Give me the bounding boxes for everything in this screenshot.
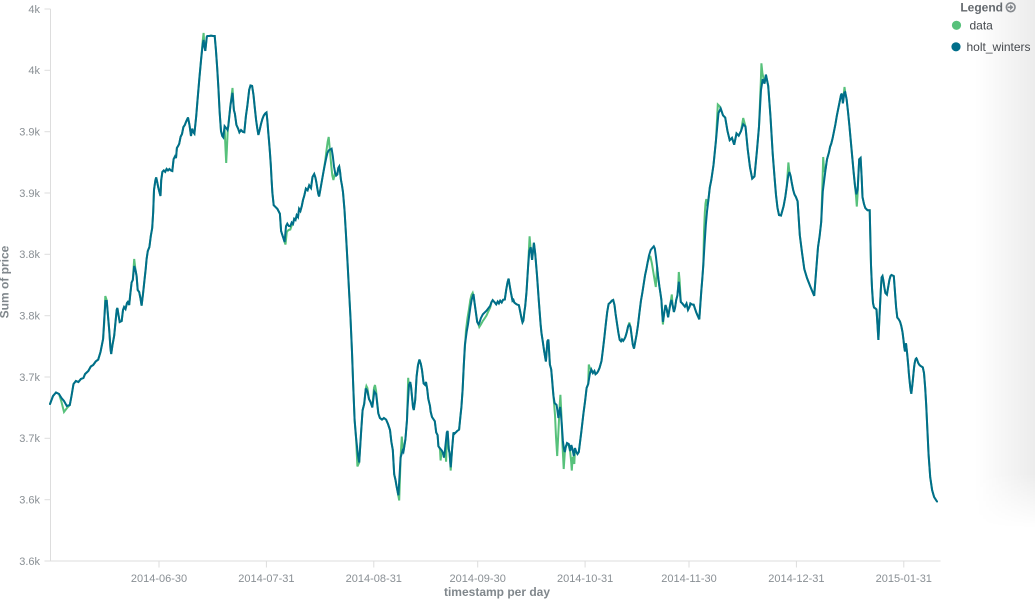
svg-text:2014-09-30: 2014-09-30 bbox=[450, 573, 506, 585]
svg-text:3.8k: 3.8k bbox=[19, 311, 40, 323]
svg-text:timestamp per day: timestamp per day bbox=[444, 585, 550, 599]
svg-text:2015-01-31: 2015-01-31 bbox=[876, 573, 932, 585]
svg-text:2014-12-31: 2014-12-31 bbox=[768, 573, 824, 585]
svg-text:3.9k: 3.9k bbox=[19, 188, 40, 200]
svg-text:holt_winters: holt_winters bbox=[967, 40, 1031, 54]
svg-text:data: data bbox=[970, 19, 994, 33]
svg-text:4k: 4k bbox=[28, 65, 40, 77]
svg-text:3.6k: 3.6k bbox=[19, 495, 40, 507]
svg-text:3.7k: 3.7k bbox=[19, 433, 40, 445]
svg-text:3.7k: 3.7k bbox=[19, 372, 40, 384]
svg-text:2014-07-31: 2014-07-31 bbox=[238, 573, 294, 585]
svg-text:2014-08-31: 2014-08-31 bbox=[346, 573, 402, 585]
svg-text:2014-11-30: 2014-11-30 bbox=[661, 573, 716, 585]
svg-text:Legend: Legend bbox=[960, 1, 1003, 15]
svg-text:2014-10-31: 2014-10-31 bbox=[557, 573, 613, 585]
svg-text:Sum of price: Sum of price bbox=[0, 245, 12, 318]
svg-text:3.9k: 3.9k bbox=[19, 127, 40, 139]
svg-text:3.8k: 3.8k bbox=[19, 249, 40, 261]
svg-text:2014-06-30: 2014-06-30 bbox=[131, 573, 187, 585]
svg-text:4k: 4k bbox=[28, 4, 40, 16]
svg-text:3.6k: 3.6k bbox=[19, 556, 40, 568]
